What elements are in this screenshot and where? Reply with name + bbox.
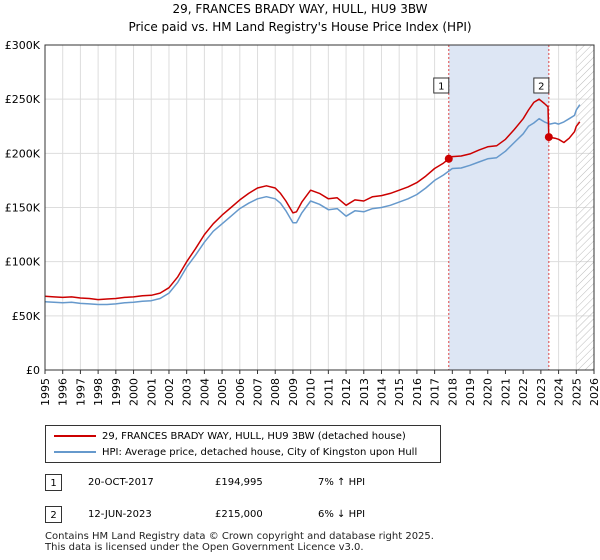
- x-tick-label: 2021: [499, 378, 512, 406]
- footer: Contains HM Land Registry data © Crown c…: [45, 531, 434, 553]
- price-chart: £0 £50K £100K £150K £200K £250K £300K 1995 1996 1…: [5, 39, 600, 406]
- x-tick-label: 2002: [163, 378, 176, 406]
- price-paid-line: [44, 98, 581, 301]
- x-tick-label: 2005: [216, 378, 229, 406]
- legend-label-hpi: HPI: Average price, detached house, City…: [102, 446, 418, 458]
- y-tick-label: £150K: [5, 202, 41, 215]
- y-tick-label: £250K: [5, 93, 41, 106]
- x-tick-label: 1995: [39, 378, 52, 406]
- plot-frame: [44, 44, 595, 371]
- x-tick-label: 2019: [464, 378, 477, 406]
- legend-item-hpi: HPI: Average price, detached house, City…: [54, 445, 417, 459]
- x-tick-label: 2007: [252, 378, 265, 406]
- ownership-shade: [448, 45, 549, 370]
- legend-item-price: 29, FRANCES BRADY WAY, HULL, HU9 3BW (de…: [54, 429, 406, 443]
- sale-marker-label: 2: [538, 82, 544, 93]
- x-tick-label: 2000: [128, 378, 141, 406]
- x-tick-label: 2008: [269, 378, 282, 406]
- sale-marker-box: [533, 77, 550, 94]
- sale-date: 12-JUN-2023: [88, 509, 152, 520]
- legend: 29, FRANCES BRADY WAY, HULL, HU9 3BW (de…: [45, 425, 441, 463]
- chart-title: 29, FRANCES BRADY WAY, HULL, HU9 3BW: [172, 2, 428, 16]
- x-tick-label: 2016: [411, 378, 424, 406]
- x-tick-label: 1998: [92, 378, 105, 406]
- legend-swatch-hpi: [54, 451, 96, 453]
- x-tick-label: 1997: [74, 378, 87, 406]
- y-tick-label: £300K: [5, 39, 41, 52]
- table-row: 1 20-OCT-2017 £194,995 7% ↑ HPI: [45, 474, 585, 494]
- x-tick-label: 2015: [393, 378, 406, 406]
- sale-marker-box: [433, 77, 450, 94]
- x-tick-label: 2001: [145, 378, 158, 406]
- x-tick-label: 2004: [198, 378, 211, 406]
- y-tick-label: £100K: [5, 256, 41, 269]
- sale-point: [444, 154, 453, 163]
- x-tick-label: 2010: [305, 378, 318, 406]
- x-tick-label: 1999: [110, 378, 123, 406]
- x-tick-label: 2023: [535, 378, 548, 406]
- x-tick-label: 2013: [358, 378, 371, 406]
- x-tick-label: 2020: [482, 378, 495, 406]
- sale-point: [544, 133, 553, 142]
- x-tick-label: 2024: [553, 378, 566, 406]
- x-tick-label: 2025: [570, 378, 583, 406]
- x-tick-label: 2006: [234, 378, 247, 406]
- chart-subtitle: Price paid vs. HM Land Registry's House …: [128, 20, 472, 34]
- future-hatch: [576, 45, 594, 370]
- x-tick-label: 2026: [588, 378, 600, 406]
- legend-swatch-price: [54, 435, 96, 437]
- x-tick-label: 2018: [446, 378, 459, 406]
- x-tick-label: 2014: [375, 378, 388, 406]
- sale-price: £194,995: [215, 477, 263, 488]
- hpi-line: [44, 104, 581, 306]
- sale-badge: 1: [45, 474, 62, 491]
- footer-copyright: Contains HM Land Registry data © Crown c…: [45, 531, 434, 542]
- x-tick-label: 1996: [57, 378, 70, 406]
- table-row: 2 12-JUN-2023 £215,000 6% ↓ HPI: [45, 506, 585, 526]
- sale-hpi-diff: 7% ↑ HPI: [318, 477, 366, 488]
- sale-badge: 2: [45, 506, 62, 523]
- y-tick-label: £50K: [12, 310, 41, 323]
- y-tick-label: £0: [26, 364, 40, 377]
- sale-marker-label: 1: [438, 82, 444, 93]
- x-tick-label: 2022: [517, 378, 530, 406]
- x-tick-label: 2012: [340, 378, 353, 406]
- x-tick-label: 2009: [287, 378, 300, 406]
- x-tick-label: 2011: [322, 378, 335, 406]
- x-tick-label: 2017: [429, 378, 442, 406]
- sale-hpi-diff: 6% ↓ HPI: [318, 509, 366, 520]
- sale-price: £215,000: [215, 509, 263, 520]
- x-tick-label: 2003: [181, 378, 194, 406]
- footer-licence: This data is licensed under the Open Gov…: [45, 542, 364, 553]
- legend-label-price: 29, FRANCES BRADY WAY, HULL, HU9 3BW (de…: [102, 430, 406, 442]
- y-tick-label: £200K: [5, 147, 41, 160]
- sale-date: 20-OCT-2017: [88, 477, 154, 488]
